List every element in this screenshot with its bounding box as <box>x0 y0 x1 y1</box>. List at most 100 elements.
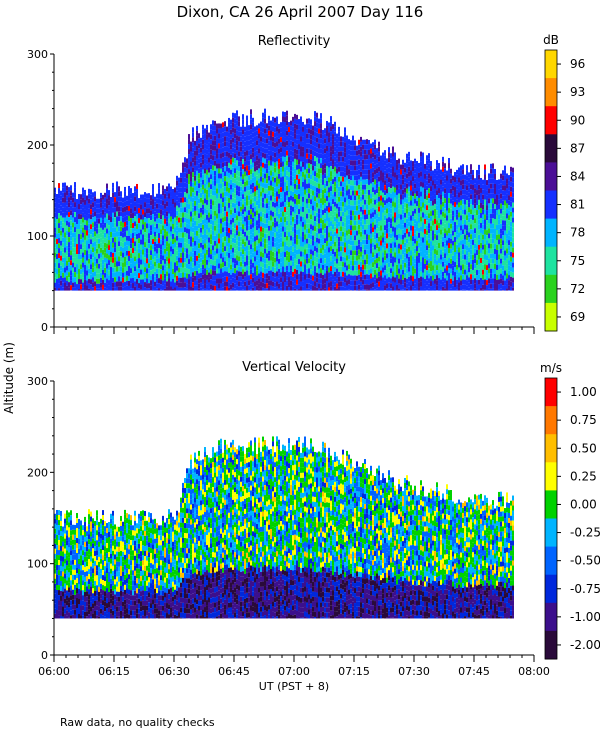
heatmap-cell <box>368 269 370 275</box>
heatmap-cell <box>150 265 152 271</box>
heatmap-cell <box>312 235 314 241</box>
heatmap-cell <box>110 216 112 222</box>
heatmap-cell <box>290 255 292 261</box>
heatmap-cell <box>294 278 296 284</box>
heatmap-cell <box>62 197 64 203</box>
heatmap-cell <box>170 236 172 242</box>
heatmap-cell <box>340 261 342 267</box>
heatmap-cell <box>164 283 166 289</box>
heatmap-cell <box>292 281 294 287</box>
heatmap-cell <box>130 273 132 279</box>
heatmap-cell <box>88 268 90 274</box>
heatmap-cell <box>216 278 218 284</box>
heatmap-cell <box>192 212 194 218</box>
heatmap-cell <box>144 267 146 273</box>
heatmap-cell <box>212 225 214 231</box>
heatmap-cell <box>362 269 364 275</box>
heatmap-cell <box>260 186 262 192</box>
heatmap-cell <box>348 239 350 245</box>
heatmap-cell <box>196 225 198 231</box>
heatmap-cell <box>114 237 116 243</box>
heatmap-cell <box>326 135 328 141</box>
heatmap-cell <box>148 278 150 284</box>
heatmap-cell <box>246 155 248 161</box>
heatmap-cell <box>312 155 314 161</box>
heatmap-cell <box>344 172 346 178</box>
heatmap-cell <box>264 113 266 119</box>
heatmap-cell <box>320 218 322 224</box>
heatmap-cell <box>280 187 282 193</box>
heatmap-cell <box>210 279 212 285</box>
heatmap-cell <box>210 194 212 200</box>
heatmap-cell <box>136 198 138 204</box>
heatmap-cell <box>210 209 212 215</box>
panel-title: Reflectivity <box>258 34 331 49</box>
heatmap-cell <box>130 248 132 254</box>
heatmap-cell <box>88 228 90 234</box>
heatmap-cell <box>208 217 210 223</box>
heatmap-cell <box>232 147 234 153</box>
heatmap-cell <box>68 207 70 213</box>
heatmap-cell <box>314 246 316 252</box>
heatmap-cell <box>174 277 176 283</box>
heatmap-cell <box>62 232 64 238</box>
heatmap-cell <box>114 272 116 278</box>
heatmap-cell <box>96 248 98 254</box>
heatmap-cell <box>200 212 202 218</box>
heatmap-cell <box>302 211 304 217</box>
heatmap-cell <box>192 177 194 183</box>
heatmap-cell <box>106 258 108 264</box>
heatmap-cell <box>368 274 370 280</box>
heatmap-cell <box>324 168 326 174</box>
heatmap-cell <box>292 141 294 147</box>
heatmap-cell <box>124 271 126 277</box>
heatmap-cell <box>318 143 320 149</box>
heatmap-cell <box>360 161 362 167</box>
heatmap-cell <box>150 280 152 286</box>
heatmap-cell <box>102 199 104 205</box>
heatmap-cell <box>164 243 166 249</box>
heatmap-cell <box>336 213 338 219</box>
heatmap-cell <box>128 195 130 201</box>
heatmap-cell <box>224 246 226 252</box>
heatmap-cell <box>248 160 250 166</box>
heatmap-cell <box>210 224 212 230</box>
heatmap-cell <box>182 167 184 173</box>
heatmap-cell <box>314 221 316 227</box>
heatmap-cell <box>316 197 318 203</box>
heatmap-cell <box>280 282 282 288</box>
heatmap-cell <box>158 203 160 209</box>
heatmap-cell <box>240 171 242 177</box>
heatmap-cell <box>78 209 80 215</box>
heatmap-cell <box>212 200 214 206</box>
heatmap-cell <box>374 159 376 165</box>
heatmap-cell <box>132 288 134 291</box>
heatmap-cell <box>384 220 386 226</box>
heatmap-cell <box>216 193 218 199</box>
heatmap-cell <box>324 213 326 219</box>
heatmap-cell <box>198 208 200 214</box>
heatmap-cell <box>294 178 296 184</box>
heatmap-cell <box>194 270 196 276</box>
heatmap-cell <box>362 289 364 291</box>
heatmap-cell <box>244 141 246 147</box>
heatmap-cell <box>250 204 252 210</box>
heatmap-cell <box>370 243 372 249</box>
heatmap-cell <box>160 209 162 215</box>
heatmap-cell <box>56 243 58 249</box>
heatmap-cell <box>128 190 130 196</box>
heatmap-cell <box>220 248 222 254</box>
heatmap-cell <box>358 224 360 230</box>
heatmap-cell <box>144 277 146 283</box>
heatmap-cell <box>70 275 72 281</box>
heatmap-cell <box>94 221 96 227</box>
heatmap-cell <box>212 260 214 266</box>
heatmap-cell <box>158 218 160 224</box>
heatmap-cell <box>290 210 292 216</box>
heatmap-cell <box>316 127 318 133</box>
heatmap-cell <box>302 146 304 152</box>
heatmap-cell <box>194 160 196 166</box>
heatmap-cell <box>308 283 310 289</box>
heatmap-cell <box>208 227 210 233</box>
heatmap-cell <box>368 224 370 230</box>
